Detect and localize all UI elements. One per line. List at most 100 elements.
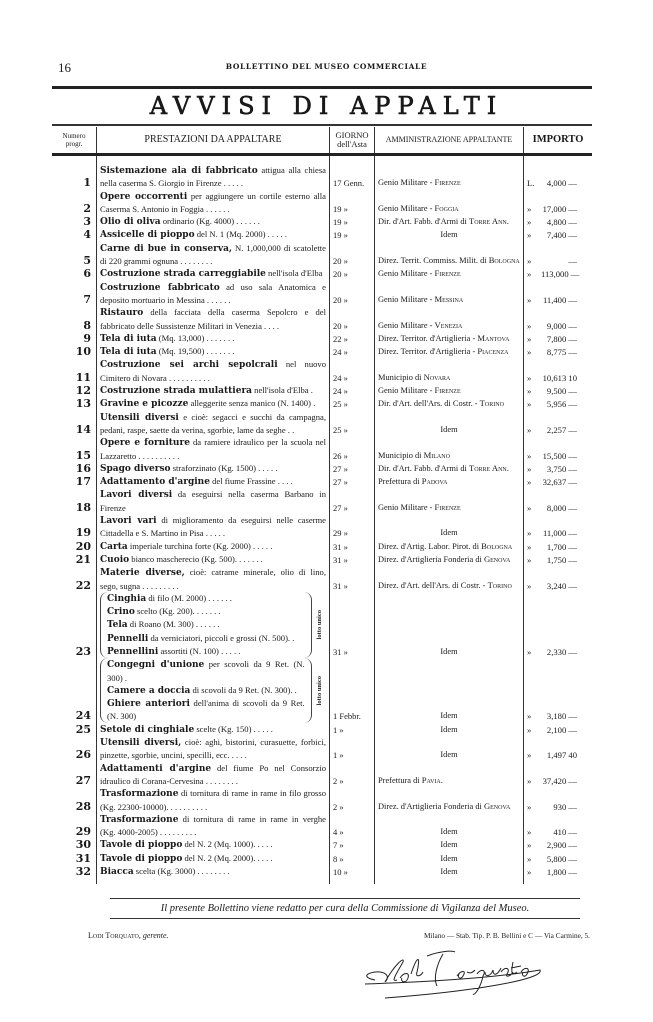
prestazione: Ristauro della facciata della caserma Se… xyxy=(96,306,330,332)
prestazione: Adattamenti d'argine del fiume Po nel Co… xyxy=(96,761,330,788)
auction-date: 31 » xyxy=(329,552,375,567)
administration: Idem xyxy=(374,410,524,437)
column-header-importo: IMPORTO xyxy=(523,127,592,156)
item-title: Trasformazione xyxy=(100,814,179,825)
table-header: Numero progr. PRESTAZIONI DA APPALTARE GI… xyxy=(52,127,592,156)
footer: Il presente Bollettino viene redatto per… xyxy=(52,898,592,1002)
prestazione: Tavole di pioppo del N. 2 (Mq. 1000). . … xyxy=(96,838,330,852)
row-number: 15 xyxy=(75,448,91,462)
administration: Genio Militare - Venezia xyxy=(374,306,524,332)
lot-item: Camere a doccia di scovoli da 9 Ret. (N.… xyxy=(107,684,297,696)
auction-date: 19 » xyxy=(329,215,375,229)
item-detail: di miglioramento da eseguirsi nelle case… xyxy=(100,515,326,539)
amount: » 37,420 — xyxy=(523,761,592,788)
auction-date: 20 » xyxy=(329,306,375,332)
table-row: 6 Costruzione strada carreggiabile nell'i… xyxy=(52,267,592,281)
item-title: Utensili diversi xyxy=(100,412,179,423)
auction-date: 8 » xyxy=(329,851,375,866)
item-detail: da eseguirsi nella caserma Barbano in Fi… xyxy=(100,489,326,513)
administration: Idem xyxy=(374,658,524,723)
table-row: 28 Trasformazione di tornitura di rame in… xyxy=(52,787,592,813)
administration: Genio Militare - Firenze xyxy=(374,154,524,190)
auction-date: 1 » xyxy=(329,722,375,737)
table-row: 20 Carta imperiale turchina forte (Kg. 20… xyxy=(52,539,592,553)
amount: » 7,800 — xyxy=(523,331,592,346)
item-title: Carta xyxy=(100,541,128,552)
table-row: 2 Opere occorrenti per aggiungere un cort… xyxy=(52,189,592,216)
item-title: Costruzione strada carreggiabile xyxy=(100,269,266,280)
auction-date: 27 » xyxy=(329,475,375,489)
lot-label: lotto unico xyxy=(315,610,323,640)
item-title: Lavori vari xyxy=(100,516,157,527)
item-title: Cuoio xyxy=(100,554,130,565)
prestazione: Costruzione strada carreggiabile nell'is… xyxy=(96,267,330,281)
row-number: 18 xyxy=(75,500,91,514)
prestazione: Costruzione fabbricato ad uso sala Anato… xyxy=(96,280,330,307)
auction-date: 7 » xyxy=(329,838,375,852)
handwritten-signature xyxy=(364,951,541,999)
lot-group: Congegni d'unione per scovoli da 9 Ret. … xyxy=(100,658,326,723)
item-detail: di tornitura di rame in rame in filo gro… xyxy=(100,788,326,812)
row-number: 14 xyxy=(75,422,91,436)
item-title: Adattamenti d'argine xyxy=(100,763,212,774)
table-row: 22 Materie diverse, cioè: catrame mineral… xyxy=(52,566,592,592)
table-row: 29 Trasformazione di tornitura di rame in… xyxy=(52,812,592,839)
column-header-giorno: GIORNO dell'Asta xyxy=(329,127,375,156)
administration: Direz. d'Artiglieria Fonderia di Genova xyxy=(374,552,524,567)
administration: Prefettura di Padova xyxy=(374,475,524,489)
row-number: 31 xyxy=(75,851,91,865)
row-number: 9 xyxy=(83,331,91,345)
auction-date: 27 » xyxy=(329,488,375,515)
item-detail: del fiume Po nel Consorzio idraulico di … xyxy=(100,762,326,786)
item-detail: (Mq. 19,500) . . . . . . . xyxy=(156,346,235,357)
administration: Dir. d'Art. Fabb. d'Armi di Torre Ann. xyxy=(374,461,524,476)
row-number: 29 xyxy=(75,825,91,839)
auction-date: 1 Febbr. xyxy=(329,658,375,723)
item-detail: di tornitura di rame in rame in verghe (… xyxy=(100,813,326,838)
amount: » 4,800 — xyxy=(523,215,592,229)
administration: Idem xyxy=(374,865,524,885)
prestazione: Lavori vari di miglioramento da eseguirs… xyxy=(96,514,330,540)
auction-date: 24 » xyxy=(329,384,375,398)
amount: » 9,000 — xyxy=(523,306,592,332)
administration: Municipio di Milano xyxy=(374,436,524,462)
row-number: 20 xyxy=(75,539,91,553)
item-title: Utensili diversi, xyxy=(100,738,182,749)
administration: Genio Militare - Firenze xyxy=(374,384,524,398)
table-row: 7 Costruzione fabbricato ad uso sala Anat… xyxy=(52,280,592,307)
item-detail: bianco mascherecio (Kg. 500). . . . . . … xyxy=(129,553,263,564)
table-row: 15 Opere e forniture da ramiere idraulico… xyxy=(52,436,592,462)
amount: » 11,000 — xyxy=(523,514,592,540)
lot-label: lotto unico xyxy=(315,675,323,706)
table-row: 31 Tavole di pioppo del N. 2 (Mq. 2000). … xyxy=(52,851,592,866)
prestazione: Lavori diversi da eseguirsi nella caserm… xyxy=(96,488,330,515)
amount: » 113,000 — xyxy=(523,267,592,281)
prestazione: Trasformazione di tornitura di rame in r… xyxy=(96,787,330,813)
item-title: Olio di oliva xyxy=(100,217,161,228)
auction-date: 27 » xyxy=(329,461,375,476)
item-detail: per aggiungere un cortile esterno alla C… xyxy=(100,190,326,214)
row-number: 6 xyxy=(83,267,91,281)
administration: Direz. Territor. d'Artiglieria - Piacenz… xyxy=(374,345,524,359)
item-detail: scelta (Kg. 3000) . . . . . . . . xyxy=(133,866,230,877)
lot-item: Ghiere anteriori dell'anima di scovoli d… xyxy=(107,698,305,722)
table-row: 23 Cinghia di filo (M. 2000) . . . . . .C… xyxy=(52,591,592,659)
amount: » 5,800 — xyxy=(523,851,592,866)
item-detail: (Mq. 13,000) . . . . . . . xyxy=(156,332,235,343)
table-row: 32 Biacca scelta (Kg. 3000) . . . . . . .… xyxy=(52,865,592,885)
prestazione: Biacca scelta (Kg. 3000) . . . . . . . . xyxy=(96,865,330,885)
amount: » 410 — xyxy=(523,812,592,839)
table-row: 9 Tela di iuta (Mq. 13,000) . . . . . . .… xyxy=(52,331,592,346)
prestazione: Olio di oliva ordinario (Kg. 4000) . . .… xyxy=(96,215,330,229)
amount: » 8,000 — xyxy=(523,488,592,515)
auction-date: 2 » xyxy=(329,761,375,788)
prestazione: Carne di bue in conserva, N. 1,000,000 d… xyxy=(96,241,330,268)
item-title: Tavole di pioppo xyxy=(100,840,183,851)
row-number: 22 xyxy=(75,578,91,592)
amount: » 7,400 — xyxy=(523,228,592,242)
table-row: 17 Adattamento d'argine del fiume Frassin… xyxy=(52,475,592,489)
divider xyxy=(110,918,580,920)
administration: Direz. Territ. Commiss. Milit. di Bologn… xyxy=(374,241,524,268)
item-title: Opere occorrenti xyxy=(100,191,188,202)
item-title: Ristauro xyxy=(100,308,144,319)
